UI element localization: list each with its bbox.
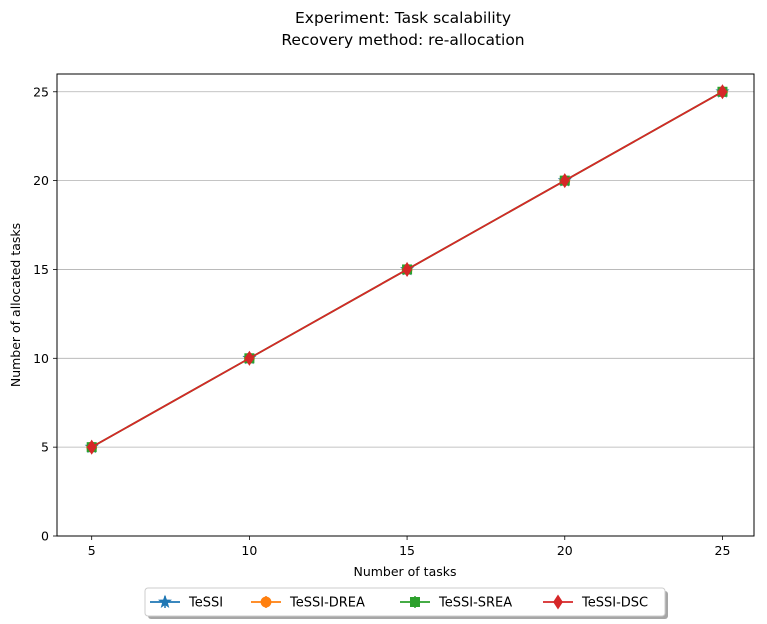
x-tick-label: 25 <box>715 543 731 558</box>
chart-title: Experiment: Task scalability Recovery me… <box>281 9 524 49</box>
axis-ticks: 0 5 10 15 20 25 5 10 15 20 25 <box>33 84 730 558</box>
legend-swatch-marker <box>553 594 563 610</box>
data-point <box>559 173 570 189</box>
chart-title-line-2: Recovery method: re-allocation <box>281 31 524 49</box>
data-point <box>717 84 728 100</box>
legend-swatch-marker <box>158 594 172 608</box>
x-tick-label: 5 <box>88 543 96 558</box>
plot-series <box>84 84 730 455</box>
legend: TeSSI TeSSI-DREA TeSSI-SREA TeSSI-DSC <box>144 587 668 619</box>
y-tick-label: 5 <box>41 440 49 455</box>
legend-label: TeSSI-DSC <box>581 596 648 611</box>
series-tessi-dsc <box>86 84 728 455</box>
y-axis-label: Number of allocated tasks <box>8 223 23 387</box>
data-point <box>402 261 412 277</box>
legend-item: TeSSI-DSC <box>543 594 648 611</box>
y-tick-label: 20 <box>33 173 49 188</box>
y-tick-label: 10 <box>33 351 49 366</box>
legend-item: TeSSI-SREA <box>400 596 512 611</box>
legend-item: TeSSI <box>150 594 223 611</box>
legend-swatch-marker <box>260 596 272 608</box>
legend-label: TeSSI-DREA <box>289 596 365 611</box>
y-tick-label: 15 <box>33 262 49 277</box>
data-point <box>244 350 255 366</box>
plot-frame <box>56 73 755 537</box>
y-tick-label: 0 <box>41 529 49 544</box>
legend-label: TeSSI-SREA <box>438 596 512 611</box>
x-axis-label: Number of tasks <box>353 564 456 579</box>
legend-items: TeSSI TeSSI-DREA TeSSI-SREA TeSSI-DSC <box>150 594 648 611</box>
chart-title-line-1: Experiment: Task scalability <box>295 9 511 27</box>
y-tick-label: 25 <box>33 84 49 99</box>
legend-label: TeSSI <box>188 596 223 611</box>
x-tick-label: 20 <box>557 543 573 558</box>
x-tick-label: 10 <box>241 543 257 558</box>
legend-swatch-marker <box>409 597 420 608</box>
legend-item: TeSSI-DREA <box>251 596 365 611</box>
x-tick-label: 15 <box>399 543 415 558</box>
data-point <box>86 439 97 455</box>
